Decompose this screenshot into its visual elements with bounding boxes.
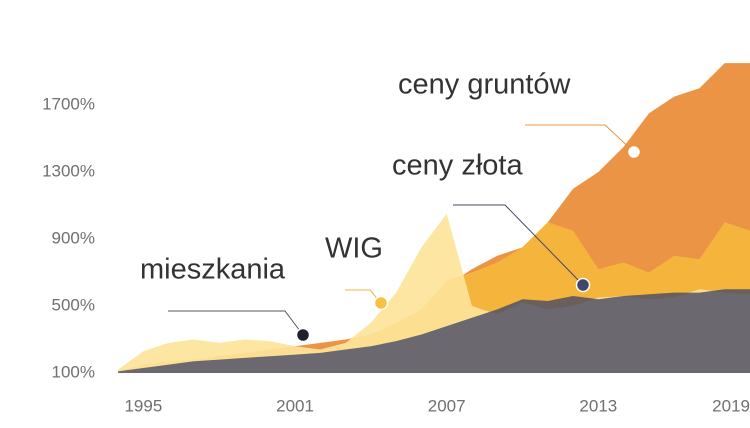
y-tick-label: 500% — [52, 295, 95, 314]
legend-marker — [295, 327, 311, 343]
legend-marker — [373, 295, 389, 311]
legend-label: ceny gruntów — [398, 69, 572, 101]
legend-label: mieszkania — [140, 254, 286, 286]
x-tick-label: 2001 — [276, 396, 314, 415]
legend-label: WIG — [325, 233, 383, 265]
y-tick-label: 900% — [52, 228, 95, 247]
legend: ceny gruntów ceny złota WIG mieszkania — [140, 69, 642, 343]
x-tick-label: 2019 — [712, 396, 750, 415]
area — [118, 289, 750, 373]
x-tick-label: 2007 — [428, 396, 466, 415]
plot-area — [118, 63, 750, 373]
y-tick-label: 100% — [52, 362, 95, 381]
legend-marker — [575, 277, 591, 293]
x-tick-label: 2013 — [579, 396, 617, 415]
callout-line — [168, 310, 304, 336]
legend-label: ceny złota — [392, 150, 523, 182]
y-tick-label: 1300% — [42, 161, 95, 180]
callout-line — [453, 204, 584, 286]
x-tick-label: 1995 — [124, 396, 162, 415]
legend-marker — [626, 144, 642, 160]
callout-line — [525, 124, 635, 153]
y-tick-label: 1700% — [42, 94, 95, 113]
